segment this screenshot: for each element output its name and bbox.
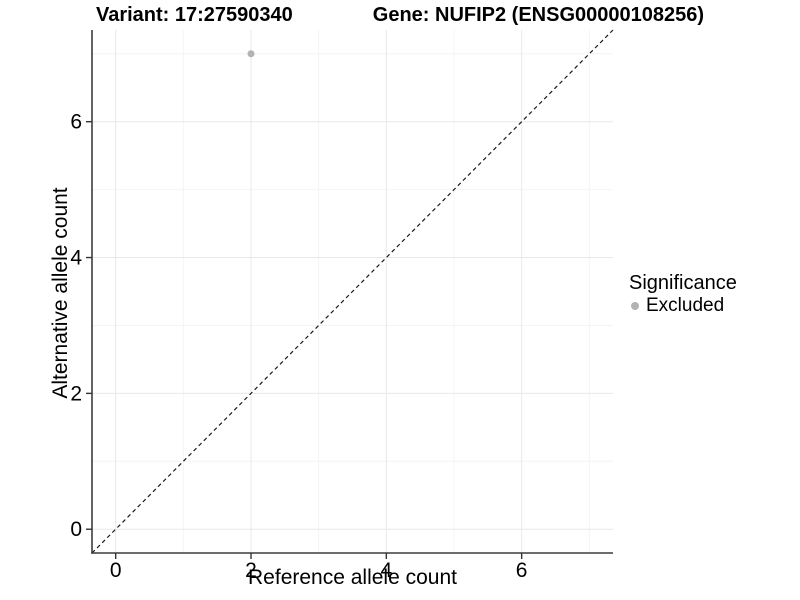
x-tick-label: 4: [380, 559, 392, 582]
legend-point-icon: [631, 302, 639, 310]
gene-title: Gene: NUFIP2 (ENSG00000108256): [372, 4, 705, 26]
identity-dashed-line: [91, 29, 614, 554]
x-tick-label: 6: [516, 559, 528, 582]
data-point: [247, 50, 255, 58]
legend: Significance Excluded: [629, 272, 737, 317]
y-tick-label: 2: [70, 382, 82, 405]
y-tick-label: 0: [70, 518, 82, 541]
y-tick-label: 4: [70, 247, 82, 270]
legend-item-label: Excluded: [646, 295, 725, 316]
y-tick-label: 6: [70, 111, 82, 134]
x-tick-label: 0: [110, 559, 122, 582]
legend-item-excluded: Excluded: [631, 295, 737, 317]
x-tick-label: 2: [245, 559, 257, 582]
legend-title: Significance: [629, 272, 737, 294]
variant-title: Variant: 17:27590340: [95, 4, 293, 26]
plot-title: Variant: 17:27590340 Gene: NUFIP2 (ENSG0…: [0, 3, 800, 27]
y-axis-title: Alternative allele count: [49, 187, 72, 399]
x-axis-title: Reference allele count: [248, 566, 457, 589]
